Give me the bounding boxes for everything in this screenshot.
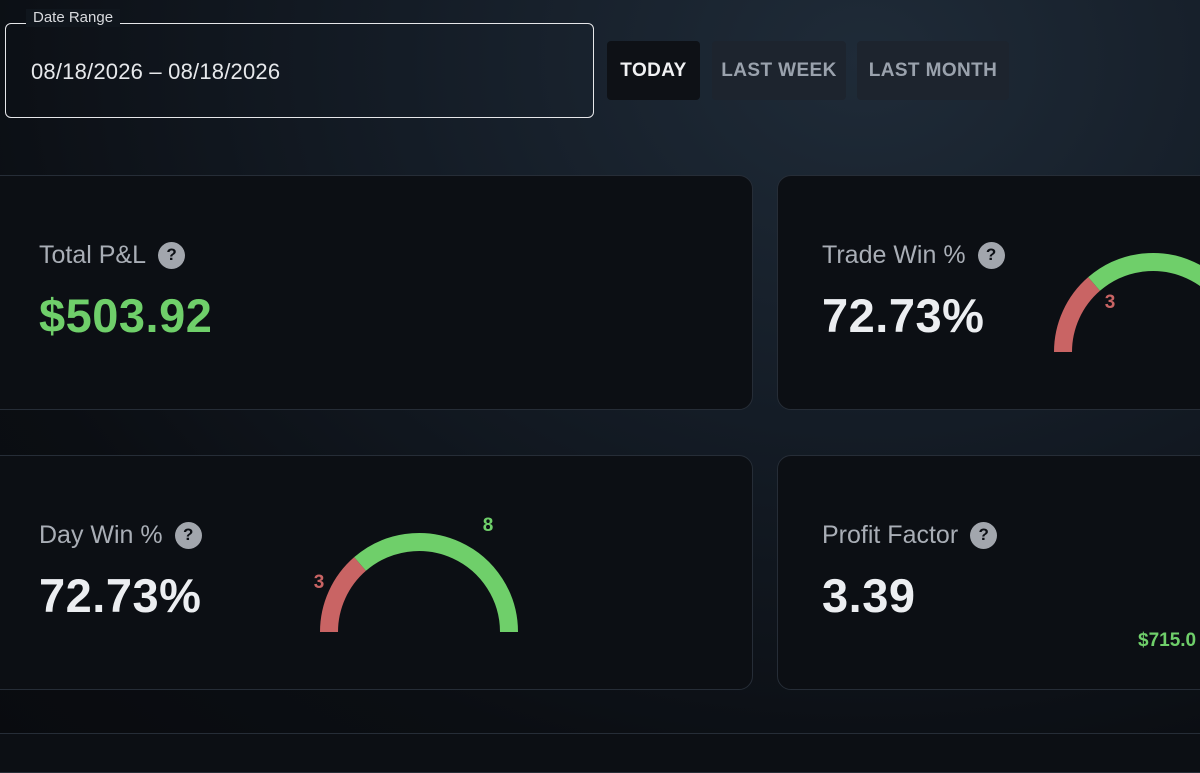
help-icon[interactable]: ? — [158, 241, 186, 269]
profit-factor-card: Profit Factor? 3.39 $715.0 — [777, 455, 1200, 690]
next-card — [0, 733, 1200, 773]
today-button[interactable]: TODAY — [607, 41, 700, 100]
date-range-label: Date Range — [26, 9, 121, 27]
help-icon[interactable]: ? — [174, 521, 202, 549]
help-icon[interactable]: ? — [977, 241, 1005, 269]
gauge-win-arc — [1088, 253, 1200, 291]
trade-win-gauge: 3 — [1054, 253, 1200, 353]
day-win-count: 8 — [483, 515, 494, 536]
day-loss-count: 3 — [314, 572, 325, 593]
profit-factor-value: 3.39 — [822, 569, 916, 622]
date-range-field[interactable]: Date Range 08/18/2026 – 08/18/2026 — [5, 9, 594, 118]
day-win-label: Day Win % — [39, 521, 163, 549]
trade-win-label: Trade Win % — [822, 241, 966, 269]
total-pnl-value: $503.92 — [39, 289, 213, 342]
help-icon[interactable]: ? — [970, 521, 998, 549]
last-week-button[interactable]: LAST WEEK — [712, 41, 846, 100]
trade-loss-count: 3 — [1105, 292, 1116, 313]
trade-win-value: 72.73% — [822, 289, 985, 342]
day-win-title: Day Win %? — [39, 521, 202, 550]
date-range-value[interactable]: 08/18/2026 – 08/18/2026 — [31, 59, 281, 84]
day-win-value: 72.73% — [39, 569, 202, 622]
total-pnl-label: Total P&L — [39, 241, 147, 269]
trade-win-card: Trade Win %? 72.73% 3 — [777, 175, 1200, 410]
trade-win-title: Trade Win %? — [822, 241, 1005, 270]
gross-profit-label: $715.0 — [1138, 630, 1196, 651]
day-win-gauge: 3 8 — [314, 515, 518, 633]
total-pnl-card: Total P&L? $503.92 — [0, 175, 753, 410]
total-pnl-title: Total P&L? — [39, 241, 186, 270]
profit-factor-label: Profit Factor — [822, 521, 959, 549]
day-win-card: Day Win %? 72.73% 3 8 — [0, 455, 753, 690]
profit-factor-title: Profit Factor? — [822, 521, 998, 550]
gauge-loss-arc — [1054, 277, 1101, 353]
last-month-button[interactable]: LAST MONTH — [857, 41, 1009, 100]
gauge-loss-arc — [320, 557, 367, 633]
gauge-win-arc — [354, 533, 518, 633]
profit-factor-donut: $715.0 — [1138, 630, 1196, 651]
